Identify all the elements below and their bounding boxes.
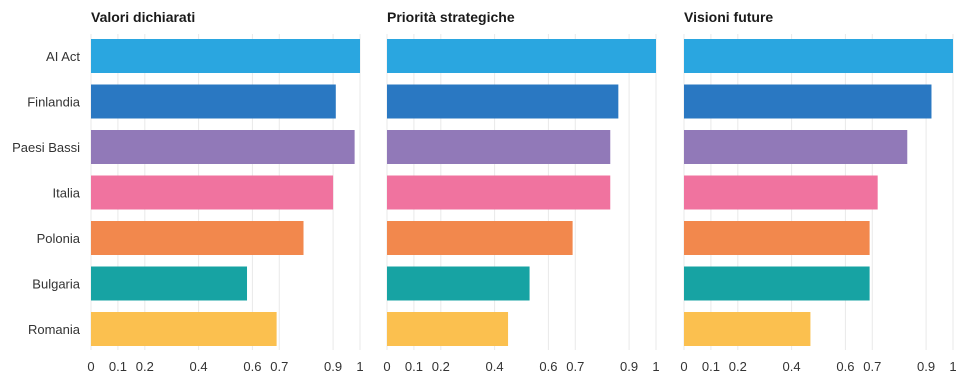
- x-tick-label: 0.9: [917, 359, 935, 373]
- panel-1: Valori dichiarati 0 0.1 0.2 0.4 0.6 0.7 0.9 1: [87, 9, 363, 373]
- bar: [91, 175, 334, 210]
- x-tick-label: 0.4: [486, 359, 504, 373]
- panel-title: Valori dichiarati: [91, 9, 195, 25]
- bar: [387, 130, 611, 164]
- panel-title: Visioni future: [684, 9, 773, 25]
- x-tick-label: 0.7: [566, 359, 584, 373]
- panel-3: Visioni future 0 0.1 0.2 0.4 0.6 0.7 0.9 1: [680, 9, 956, 373]
- bar: [91, 39, 360, 73]
- category-label: Bulgaria: [32, 277, 80, 292]
- category-label: Polonia: [37, 231, 81, 246]
- bar: [91, 221, 304, 255]
- category-label: Romania: [28, 322, 81, 337]
- panel-2: Priorità strategiche 0 0.1 0.2 0.4 0.6 0.7 0.9 1: [383, 9, 659, 373]
- category-labels: AI Act Finlandia Paesi Bassi Italia Polonia B…: [12, 49, 81, 337]
- x-tick-label: 0.9: [620, 359, 638, 373]
- bar: [684, 221, 870, 255]
- x-tick-label: 0.2: [136, 359, 154, 373]
- category-label: Paesi Bassi: [12, 140, 80, 155]
- x-tick-label: 0.1: [405, 359, 423, 373]
- bar: [684, 175, 878, 210]
- x-tick-label: 0.4: [783, 359, 801, 373]
- x-tick-label: 0: [383, 359, 390, 373]
- x-tick-label: 1: [652, 359, 659, 373]
- x-tick-label: 0: [87, 359, 94, 373]
- bar: [91, 266, 248, 301]
- x-tick-label: 1: [356, 359, 363, 373]
- bar: [684, 312, 811, 346]
- x-tick-label: 0.7: [270, 359, 288, 373]
- bar: [91, 312, 277, 346]
- x-tick-label: 0.2: [729, 359, 747, 373]
- bar: [684, 266, 870, 301]
- x-tick-label: 0.2: [432, 359, 450, 373]
- x-tick-label: 1: [949, 359, 956, 373]
- bar: [387, 175, 611, 210]
- bar: [684, 130, 908, 164]
- category-label: Italia: [53, 186, 81, 201]
- bar: [684, 39, 953, 73]
- x-tick-label: 0.1: [109, 359, 127, 373]
- bar: [387, 266, 530, 301]
- category-label: AI Act: [46, 49, 80, 64]
- x-tick-label: 0.7: [863, 359, 881, 373]
- x-tick-label: 0.9: [324, 359, 342, 373]
- bar: [387, 84, 619, 119]
- x-tick-label: 0.1: [702, 359, 720, 373]
- x-tick-label: 0.4: [190, 359, 208, 373]
- panel-title: Priorità strategiche: [387, 9, 515, 25]
- category-label: Finlandia: [27, 95, 81, 110]
- bar: [91, 130, 355, 164]
- bar: [684, 84, 932, 119]
- bar: [387, 221, 573, 255]
- x-tick-label: 0.6: [243, 359, 261, 373]
- x-tick-label: 0.6: [836, 359, 854, 373]
- bar: [387, 312, 509, 346]
- bar: [387, 39, 656, 73]
- bar: [91, 84, 336, 119]
- x-tick-label: 0: [680, 359, 687, 373]
- x-tick-label: 0.6: [539, 359, 557, 373]
